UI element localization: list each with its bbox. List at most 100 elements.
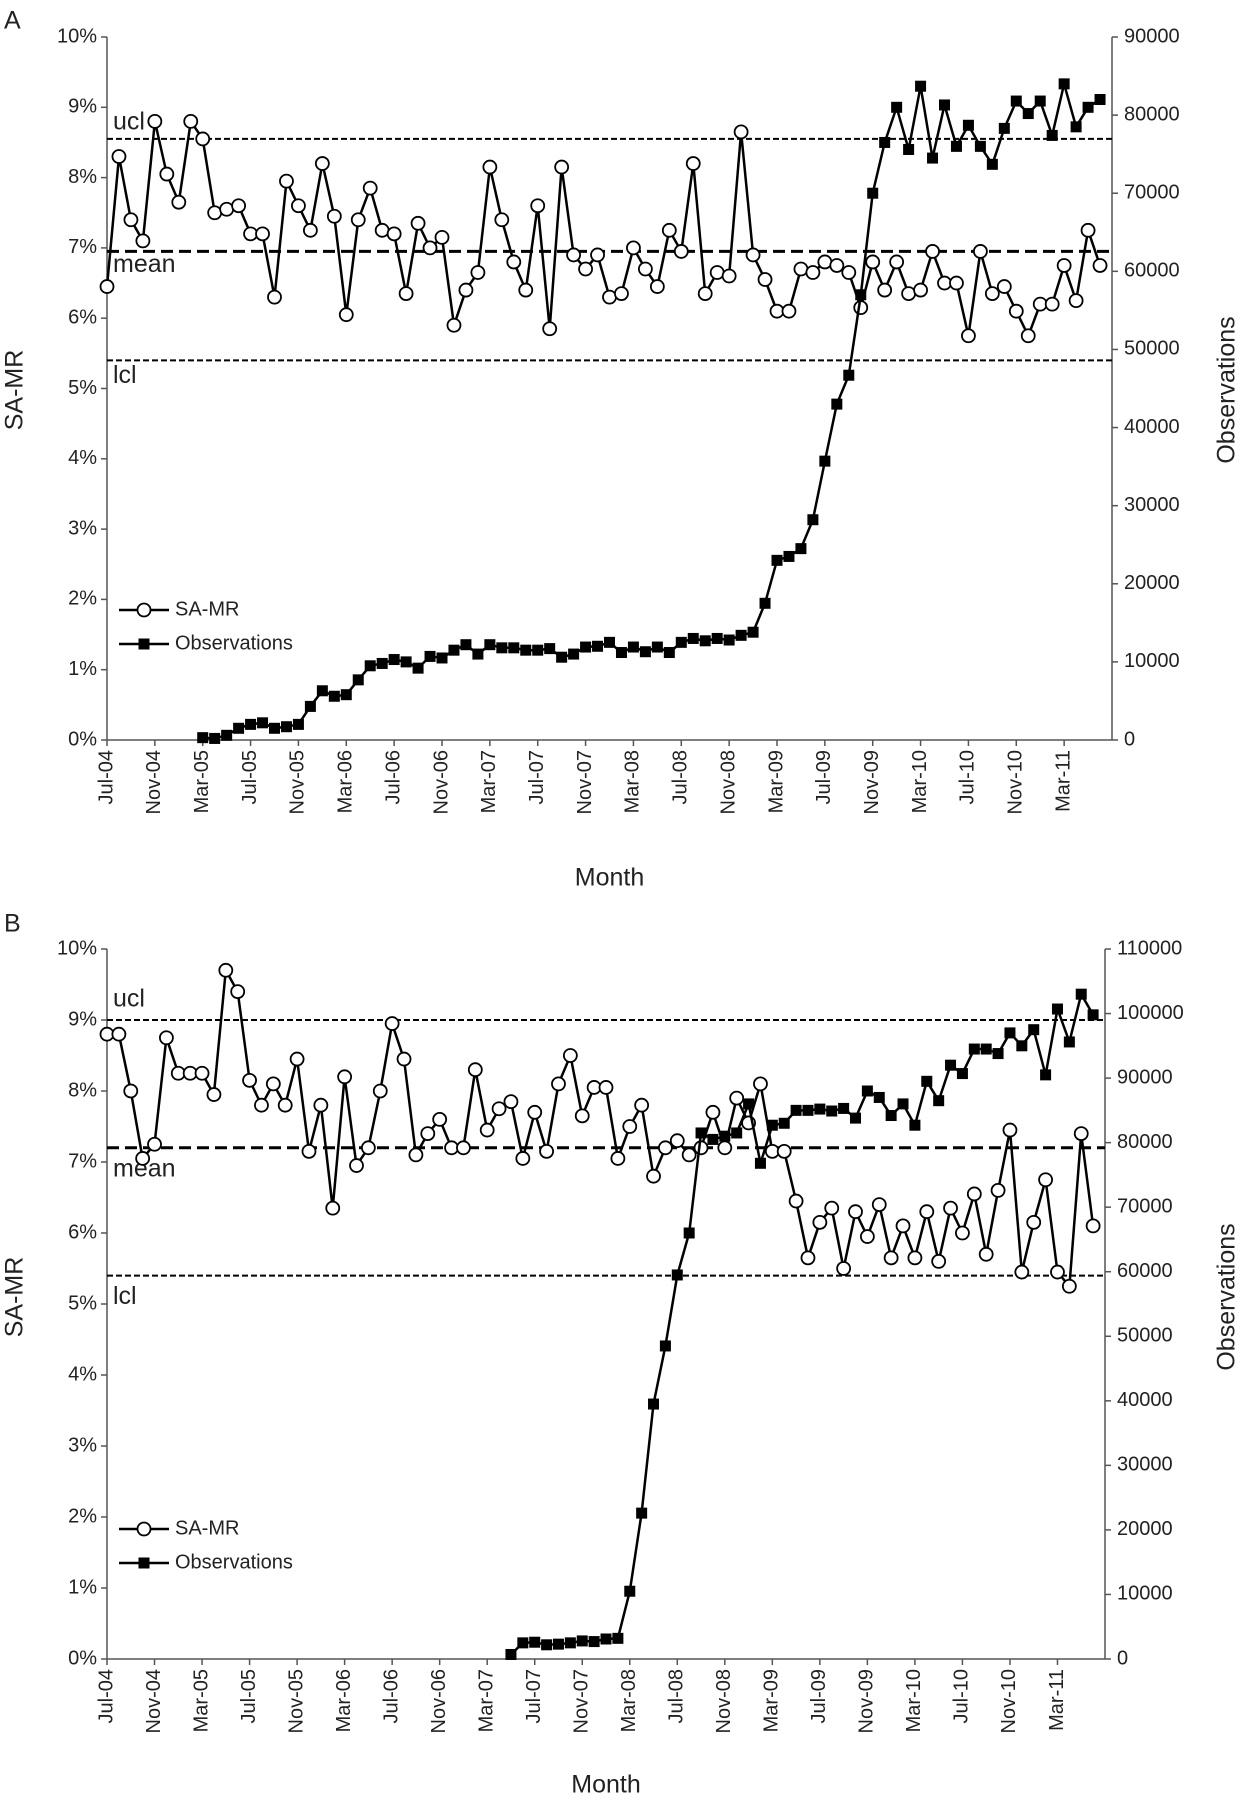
circle-marker <box>824 1200 840 1216</box>
circle-marker <box>530 198 546 214</box>
circle-marker <box>1092 258 1108 273</box>
square-marker <box>819 455 831 467</box>
square-marker <box>245 718 257 730</box>
square-marker <box>1063 1036 1075 1048</box>
circle-marker <box>123 212 139 228</box>
circle-marker <box>865 254 881 270</box>
square-marker <box>1010 95 1022 107</box>
square-marker <box>950 140 962 152</box>
square-marker <box>257 717 269 729</box>
square-marker <box>826 1105 838 1117</box>
x-tick-label: Nov-06 <box>430 750 452 814</box>
circle-marker <box>194 1065 210 1081</box>
circle-marker <box>649 279 665 294</box>
square-marker <box>556 651 568 663</box>
circle-marker <box>626 240 641 256</box>
y2-tick-label: 70000 <box>1124 182 1180 204</box>
legend-marker <box>138 638 150 650</box>
circle-marker <box>314 156 330 171</box>
square-marker <box>448 644 460 656</box>
square-marker <box>939 99 950 111</box>
square-marker <box>460 639 472 651</box>
circle-marker <box>614 286 629 301</box>
x-tick-label: Jul-05 <box>238 1669 260 1723</box>
x-tick-label: Mar-09 <box>765 750 787 813</box>
square-marker <box>783 550 795 562</box>
x-tick-label: Nov-04 <box>143 1669 165 1733</box>
circle-marker <box>527 1104 543 1120</box>
y2-tick-label: 10000 <box>1117 1583 1173 1605</box>
square-marker <box>648 1398 660 1410</box>
x-tick-label: Mar-06 <box>333 1669 355 1732</box>
x-tick-label: Nov-10 <box>998 1669 1020 1733</box>
circle-marker <box>673 244 689 259</box>
y-tick-label: 5% <box>68 377 97 399</box>
circle-marker <box>990 1183 1006 1198</box>
square-marker <box>612 1632 624 1644</box>
square-marker <box>600 1633 612 1645</box>
x-tick-label: Mar-05 <box>191 750 213 813</box>
square-marker <box>838 1102 850 1114</box>
circle-marker <box>135 1151 151 1166</box>
square-marker <box>933 1095 945 1107</box>
square-marker <box>891 101 903 113</box>
circle-marker <box>422 240 438 256</box>
x-tick-label: Nov-10 <box>1005 750 1027 814</box>
circle-marker <box>506 254 522 270</box>
circle-marker <box>646 1168 661 1184</box>
circle-marker <box>242 1072 257 1088</box>
y-tick-label: 7% <box>68 236 97 258</box>
control-line-label: ucl <box>113 108 145 136</box>
circle-marker <box>265 1076 281 1092</box>
y2-tick-label: 20000 <box>1124 572 1180 594</box>
circle-marker <box>542 321 558 337</box>
square-marker <box>627 641 639 653</box>
circle-marker <box>978 1246 994 1262</box>
circle-marker <box>518 282 534 298</box>
circle-marker <box>479 1122 495 1138</box>
x-tick-label: Nov-08 <box>713 1669 735 1733</box>
x-tick-label: Mar-10 <box>903 1669 925 1732</box>
y2-tick-label: 40000 <box>1117 1389 1173 1411</box>
x-tick-label: Jul-04 <box>95 1669 117 1723</box>
circle-marker <box>243 226 258 242</box>
circle-marker <box>446 317 462 333</box>
circle-marker <box>470 265 486 280</box>
circle-marker <box>1056 258 1072 273</box>
circle-marker <box>171 194 187 210</box>
circle-marker <box>420 1126 436 1141</box>
legend-marker <box>136 602 152 618</box>
x-axis-title: Month <box>571 1771 640 1799</box>
square-marker <box>388 654 400 666</box>
x-tick-label: Jul-09 <box>813 750 835 804</box>
square-marker <box>743 1098 755 1110</box>
x-tick-label: Jul-08 <box>666 1669 688 1723</box>
circle-marker <box>410 215 426 231</box>
square-marker <box>897 1098 909 1110</box>
y-tick-label: 6% <box>68 1221 97 1243</box>
x-axis-title: Month <box>575 864 644 892</box>
y-tick-label: 8% <box>68 1079 97 1101</box>
y2-tick-label: 0 <box>1124 728 1135 750</box>
circle-marker <box>362 180 378 196</box>
circle-marker <box>578 261 593 277</box>
circle-marker <box>972 244 988 259</box>
x-tick-label: Jul-08 <box>670 750 692 804</box>
circle-marker <box>135 233 151 249</box>
circle-marker <box>800 1250 816 1266</box>
circle-marker <box>574 1108 590 1124</box>
y2-tick-label: 100000 <box>1117 1002 1184 1024</box>
square-marker <box>802 1104 814 1116</box>
square-marker <box>541 1639 553 1651</box>
circle-marker <box>277 1097 293 1113</box>
circle-marker <box>805 265 821 280</box>
y2-tick-label: 70000 <box>1117 1195 1173 1217</box>
square-marker <box>831 398 843 410</box>
x-tick-label: Nov-05 <box>285 1669 307 1733</box>
series-line <box>107 966 1095 1290</box>
y-tick-label: 0% <box>68 728 97 750</box>
series-line <box>202 83 1101 740</box>
circle-marker <box>661 222 677 238</box>
square-marker <box>424 650 436 662</box>
square-marker <box>651 641 663 653</box>
